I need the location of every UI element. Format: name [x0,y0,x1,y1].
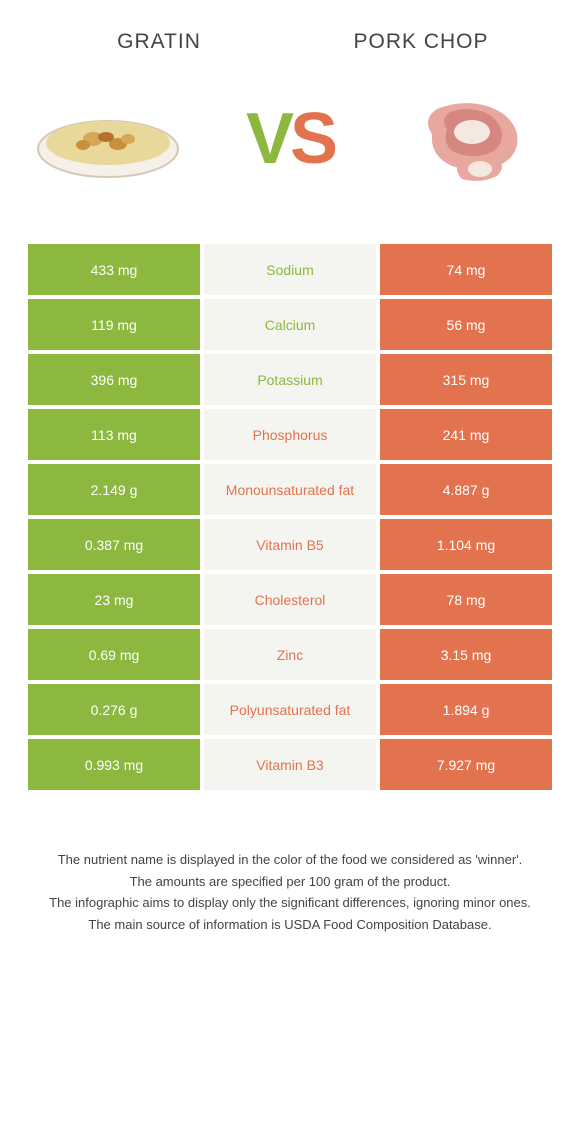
right-value: 315 mg [380,354,552,405]
table-row: 2.149 gMonounsaturated fat4.887 g [28,464,552,515]
table-row: 0.387 mgVitamin B51.104 mg [28,519,552,570]
table-row: 0.69 mgZinc3.15 mg [28,629,552,680]
right-value: 56 mg [380,299,552,350]
footer-line: The infographic aims to display only the… [28,893,552,913]
footer-line: The nutrient name is displayed in the co… [28,850,552,870]
left-value: 433 mg [28,244,200,295]
right-value: 7.927 mg [380,739,552,790]
left-value: 0.276 g [28,684,200,735]
nutrient-name: Phosphorus [204,409,376,460]
right-food-title: Pork chop [290,30,552,54]
table-row: 113 mgPhosphorus241 mg [28,409,552,460]
header: Gratin Pork chop [28,30,552,54]
nutrient-name: Potassium [204,354,376,405]
left-value: 0.387 mg [28,519,200,570]
gratin-image [28,84,188,194]
right-value: 1.894 g [380,684,552,735]
comparison-table: 433 mgSodium74 mg119 mgCalcium56 mg396 m… [28,244,552,790]
left-value: 396 mg [28,354,200,405]
left-value: 23 mg [28,574,200,625]
right-value: 74 mg [380,244,552,295]
footer-notes: The nutrient name is displayed in the co… [28,850,552,934]
nutrient-name: Vitamin B3 [204,739,376,790]
nutrient-name: Sodium [204,244,376,295]
nutrient-name: Vitamin B5 [204,519,376,570]
nutrient-name: Monounsaturated fat [204,464,376,515]
vs-s-letter: S [290,98,334,180]
table-row: 396 mgPotassium315 mg [28,354,552,405]
right-value: 241 mg [380,409,552,460]
pork-chop-image [392,84,552,194]
left-value: 113 mg [28,409,200,460]
table-row: 119 mgCalcium56 mg [28,299,552,350]
left-value: 0.993 mg [28,739,200,790]
table-row: 433 mgSodium74 mg [28,244,552,295]
left-food-title: Gratin [28,30,290,54]
right-value: 4.887 g [380,464,552,515]
table-row: 0.276 gPolyunsaturated fat1.894 g [28,684,552,735]
nutrient-name: Polyunsaturated fat [204,684,376,735]
table-row: 23 mgCholesterol78 mg [28,574,552,625]
left-value: 2.149 g [28,464,200,515]
right-value: 1.104 mg [380,519,552,570]
right-value: 78 mg [380,574,552,625]
table-row: 0.993 mgVitamin B37.927 mg [28,739,552,790]
footer-line: The amounts are specified per 100 gram o… [28,872,552,892]
nutrient-name: Zinc [204,629,376,680]
left-value: 119 mg [28,299,200,350]
images-row: V S [28,84,552,194]
vs-v-letter: V [246,98,290,180]
vs-label: V S [246,98,334,180]
footer-line: The main source of information is USDA F… [28,915,552,935]
left-value: 0.69 mg [28,629,200,680]
nutrient-name: Calcium [204,299,376,350]
nutrient-name: Cholesterol [204,574,376,625]
right-value: 3.15 mg [380,629,552,680]
